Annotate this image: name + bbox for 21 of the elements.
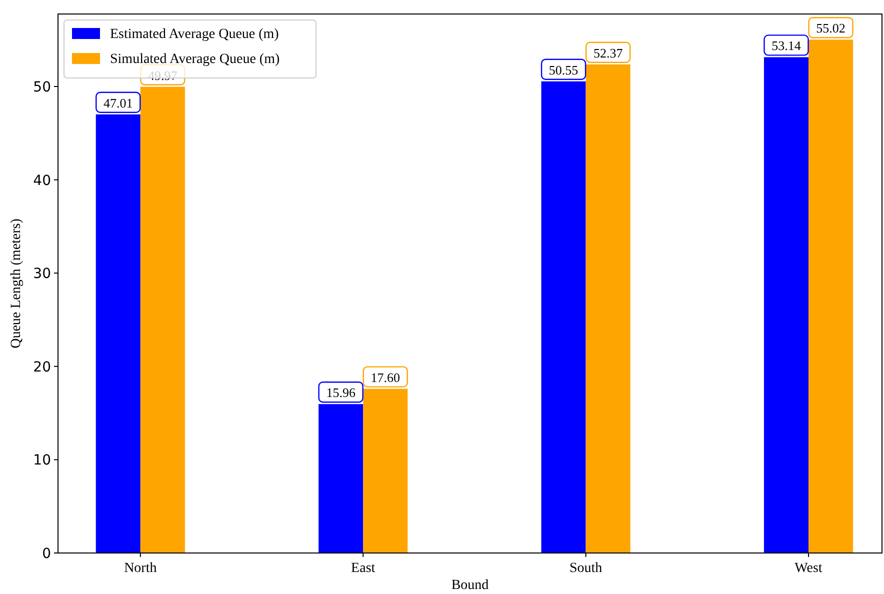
- text: 52.37: [593, 45, 623, 60]
- y-tick-label: 20: [33, 359, 51, 376]
- y-axis-title: Queue Length (meters): [9, 218, 24, 348]
- legend-label: Estimated Average Queue (m): [110, 27, 280, 42]
- x-tick-label: North: [124, 561, 157, 576]
- text: 50.55: [548, 62, 578, 78]
- x-tick-label: East: [351, 561, 376, 576]
- y-tick-label: 30: [33, 266, 51, 282]
- y-tick-label: 0: [42, 546, 51, 562]
- text: 15.96: [326, 385, 356, 400]
- x-tick-label: South: [569, 561, 602, 576]
- y-tick-label: 50: [33, 79, 51, 96]
- text: 17.60: [370, 370, 400, 385]
- x-tick-label: West: [794, 561, 822, 576]
- y-tick-label: 40: [33, 172, 51, 189]
- x-axis-title: Bound: [451, 578, 489, 593]
- y-tick-label: 10: [33, 452, 51, 469]
- text: 53.14: [772, 38, 801, 54]
- text: 55.02: [816, 20, 846, 36]
- text: 47.01: [104, 95, 133, 110]
- legend-label: Simulated Average Queue (m): [110, 52, 280, 67]
